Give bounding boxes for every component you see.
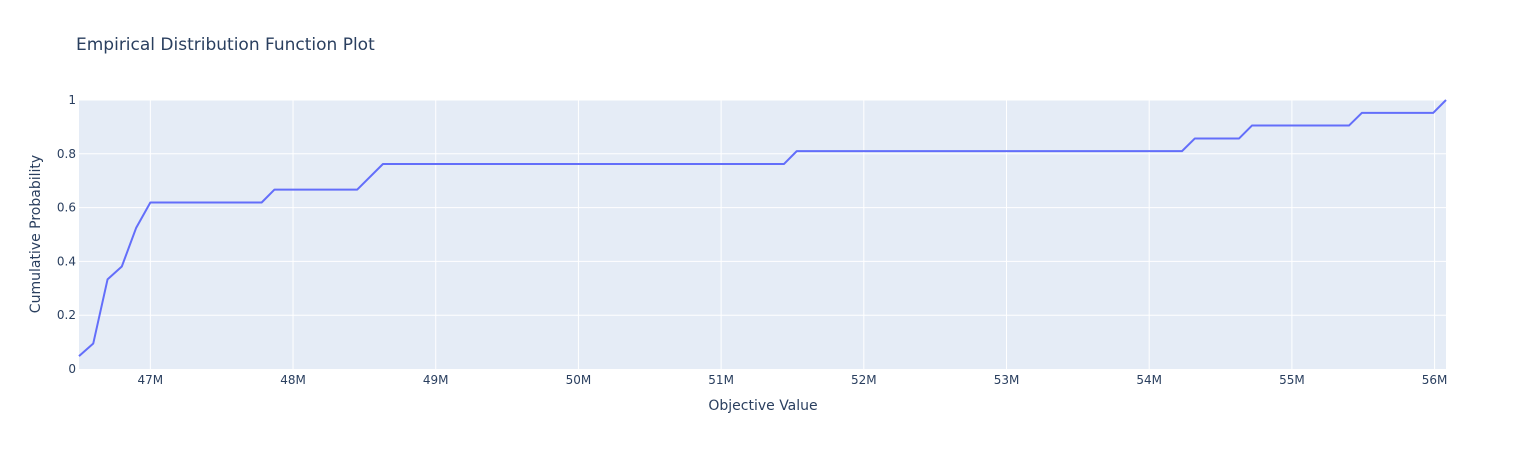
y-axis-title: Cumulative Probability: [28, 155, 44, 313]
x-tick-label: 50M: [566, 373, 592, 387]
y-tick-label: 0.6: [57, 201, 76, 215]
x-tick-label: 55M: [1279, 373, 1305, 387]
series-line-0: [78, 99, 1447, 357]
chart-title: Empirical Distribution Function Plot: [76, 35, 375, 55]
y-tick-label: 0.4: [57, 254, 76, 268]
y-tick-label: 0.8: [57, 147, 76, 161]
y-tick-label: 0.2: [57, 308, 76, 322]
x-axis-title: Objective Value: [708, 398, 817, 414]
plot-area: [79, 100, 1446, 369]
x-tick-label: 54M: [1136, 373, 1162, 387]
x-gridlines: [149, 100, 1436, 369]
y-tick-labels: 0 0.2 0.4 0.6 0.8 1: [57, 93, 76, 376]
y-tick-label: 1: [68, 93, 76, 107]
x-tick-label: 51M: [708, 373, 734, 387]
x-tick-label: 53M: [994, 373, 1020, 387]
series-layer: [78, 99, 1447, 357]
y-gridlines: [79, 99, 1446, 316]
y-tick-label: 0: [68, 362, 76, 376]
x-tick-label: 49M: [423, 373, 449, 387]
x-tick-label: 47M: [138, 373, 164, 387]
x-tick-labels: 47M 48M 49M 50M 51M 52M 53M 54M 55M 56M: [138, 373, 1448, 387]
x-tick-label: 48M: [280, 373, 306, 387]
x-tick-label: 52M: [851, 373, 877, 387]
x-tick-label: 56M: [1422, 373, 1448, 387]
